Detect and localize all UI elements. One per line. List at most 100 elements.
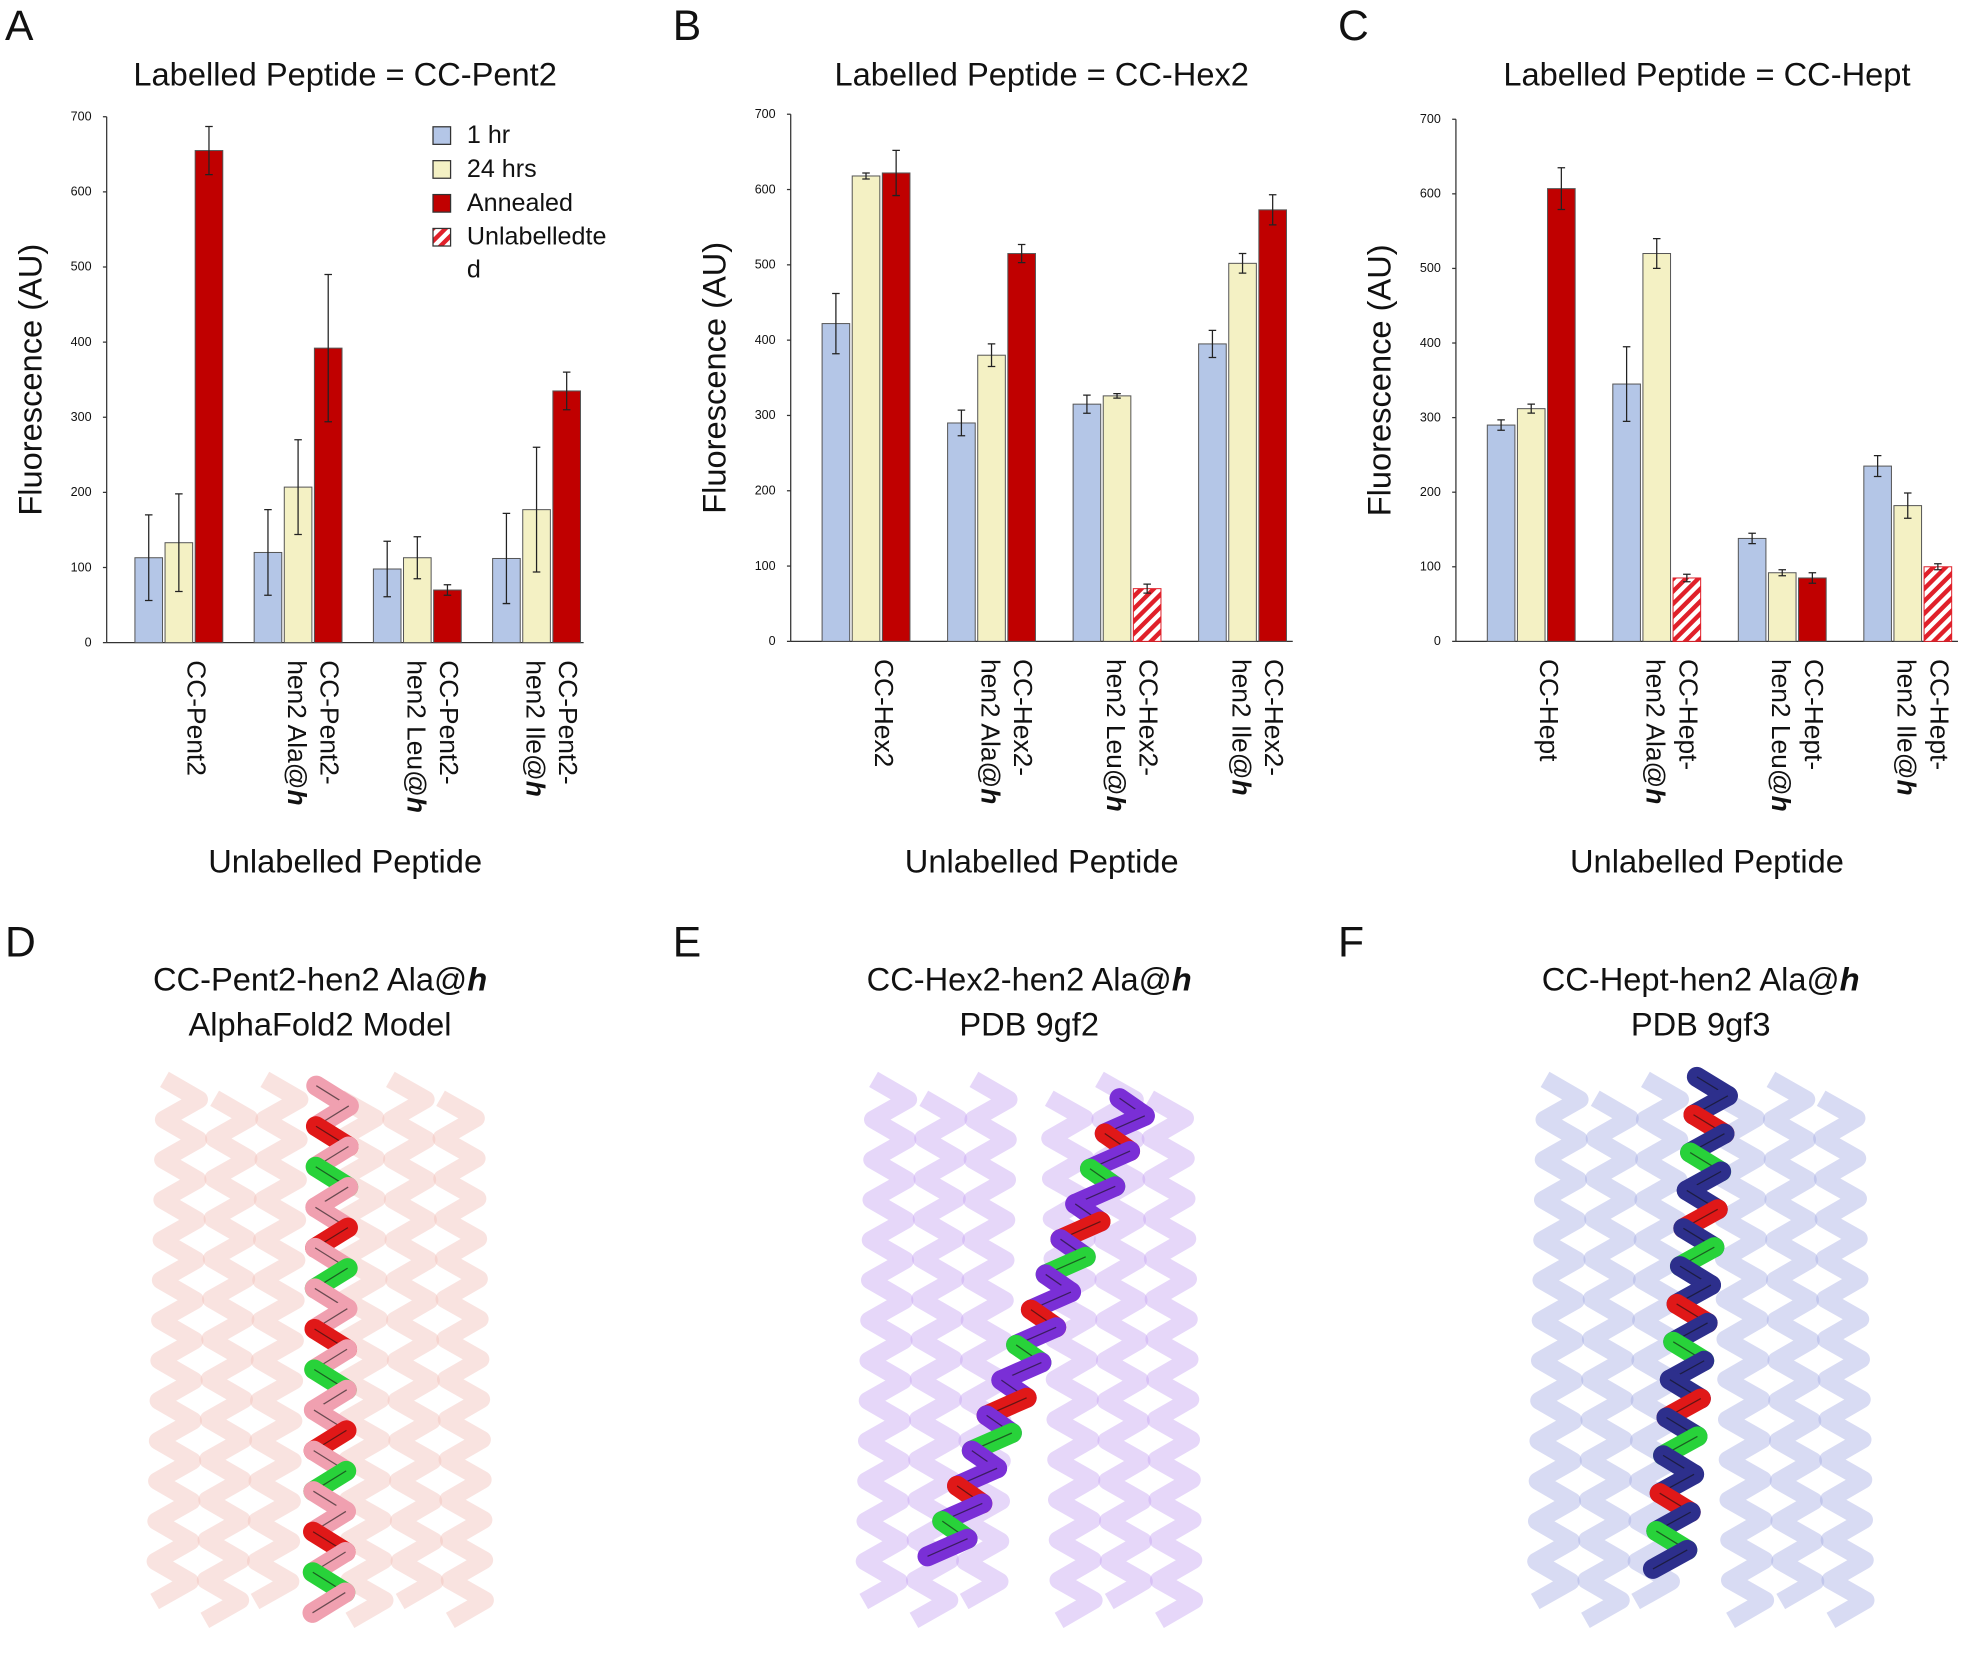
error-bar — [1557, 167, 1566, 211]
y-tick-label: 200 — [71, 485, 92, 499]
panel-letter: B — [673, 2, 701, 50]
error-bar — [1143, 583, 1151, 594]
y-tick-label: 400 — [71, 335, 92, 349]
legend-swatch — [432, 193, 452, 213]
bar — [1642, 253, 1672, 642]
legend-label: 24 hrs — [467, 155, 537, 183]
structure-subtitle: PDB 9gf3 — [1631, 1005, 1771, 1042]
x-tick-label: CC-Pent2-hen2 Leu@h — [401, 660, 464, 813]
bar — [1863, 465, 1892, 642]
y-tick-label: 600 — [71, 185, 92, 199]
background-helix — [1527, 1071, 1589, 1610]
chart-title: Labelled Peptide = CC-Hex2 — [835, 55, 1249, 92]
panel-letter: F — [1338, 918, 1364, 966]
bar — [194, 150, 224, 644]
background-helix — [196, 1090, 259, 1629]
structure-title: CC-Hex2-hen2 Ala@h — [867, 960, 1192, 997]
error-bar — [832, 292, 840, 355]
legend-label: Unlabelledte d — [467, 223, 607, 284]
x-tick-label: CC-Hex2 — [869, 659, 899, 767]
legend-label: 1 hr — [467, 121, 510, 149]
error-bar — [562, 371, 571, 411]
helix-outline — [1652, 1549, 1688, 1570]
error-bar — [1083, 394, 1091, 414]
panel-letter: D — [5, 918, 36, 966]
error-bar — [443, 584, 452, 596]
panel-letter: C — [1338, 2, 1369, 50]
y-tick-label: 200 — [1420, 485, 1441, 499]
bar — [851, 175, 881, 642]
x-axis-label: Unlabelled Peptide — [1570, 842, 1844, 879]
error-bar — [1497, 419, 1505, 431]
error-bar — [1808, 572, 1817, 584]
background-helix — [1712, 1090, 1775, 1628]
background-helix — [1577, 1090, 1639, 1629]
bar — [1612, 383, 1641, 642]
y-tick-label: 100 — [755, 559, 776, 573]
helix-outline — [927, 1538, 968, 1557]
background-helix — [1041, 1090, 1103, 1628]
y-tick-label: 500 — [1420, 261, 1441, 275]
x-tick-label: CC-Hept-hen2 Leu@h — [1766, 659, 1829, 812]
error-bar — [502, 512, 511, 605]
bar — [947, 422, 976, 642]
y-tick-label: 400 — [755, 333, 776, 347]
y-tick-label: 700 — [755, 107, 776, 121]
y-tick-label: 300 — [755, 408, 776, 422]
bar — [433, 589, 462, 644]
background-helix — [855, 1071, 918, 1610]
y-tick-label: 200 — [755, 484, 776, 498]
error-bar — [987, 343, 996, 368]
bar — [1737, 537, 1767, 642]
bar — [1072, 403, 1102, 642]
error-bar — [892, 149, 900, 197]
bar — [1516, 408, 1546, 642]
y-tick-label: 300 — [71, 410, 92, 424]
error-bar — [957, 409, 966, 437]
y-tick-label: 700 — [71, 110, 92, 124]
bar — [552, 390, 581, 644]
background-helix — [905, 1090, 968, 1629]
bar — [1672, 577, 1702, 642]
x-axis-label: Unlabelled Peptide — [905, 842, 1179, 879]
legend-swatch — [432, 160, 452, 179]
protein-structure — [1527, 1066, 1875, 1629]
error-bar — [413, 536, 422, 580]
error-bar — [1934, 563, 1942, 571]
x-tick-label: CC-Pent2 — [182, 660, 212, 776]
legend-label: Annealed — [467, 189, 573, 217]
error-bar — [1873, 455, 1882, 478]
y-tick-label: 100 — [71, 560, 92, 574]
x-tick-label: CC-Pent2-hen2 Ala@h — [282, 660, 345, 805]
bar — [1258, 209, 1287, 642]
y-tick-label: 300 — [1420, 410, 1441, 424]
error-bar — [1652, 237, 1661, 270]
x-tick-label: CC-Hex2-hen2 Leu@h — [1101, 659, 1164, 812]
y-axis-label: Fluorescence (AU) — [1361, 244, 1398, 516]
bar — [1798, 577, 1827, 642]
y-tick-label: 700 — [1420, 112, 1441, 126]
structure-title: CC-Hept-hen2 Ala@h — [1542, 960, 1860, 997]
error-bar — [383, 540, 391, 598]
y-axis-label: Fluorescence (AU) — [11, 244, 48, 516]
error-bar — [1527, 403, 1535, 414]
bar — [821, 323, 851, 642]
panel-letter: E — [673, 918, 701, 966]
y-tick-label: 0 — [769, 634, 776, 648]
error-bar — [1208, 329, 1217, 359]
chart-title: Labelled Peptide = CC-Pent2 — [133, 55, 557, 92]
y-tick-label: 500 — [71, 260, 92, 274]
error-bar — [1622, 346, 1631, 422]
structure-subtitle: AlphaFold2 Model — [189, 1005, 452, 1042]
background-helix — [247, 1071, 309, 1610]
error-bar — [294, 439, 302, 536]
background-helix — [146, 1071, 208, 1610]
legend-swatch — [432, 126, 452, 145]
y-tick-label: 0 — [1434, 634, 1441, 648]
error-bar — [144, 514, 153, 602]
x-tick-label: CC-Hept-hen2 Ala@h — [1641, 659, 1704, 804]
bar — [1486, 424, 1516, 642]
y-tick-label: 100 — [1420, 560, 1441, 574]
